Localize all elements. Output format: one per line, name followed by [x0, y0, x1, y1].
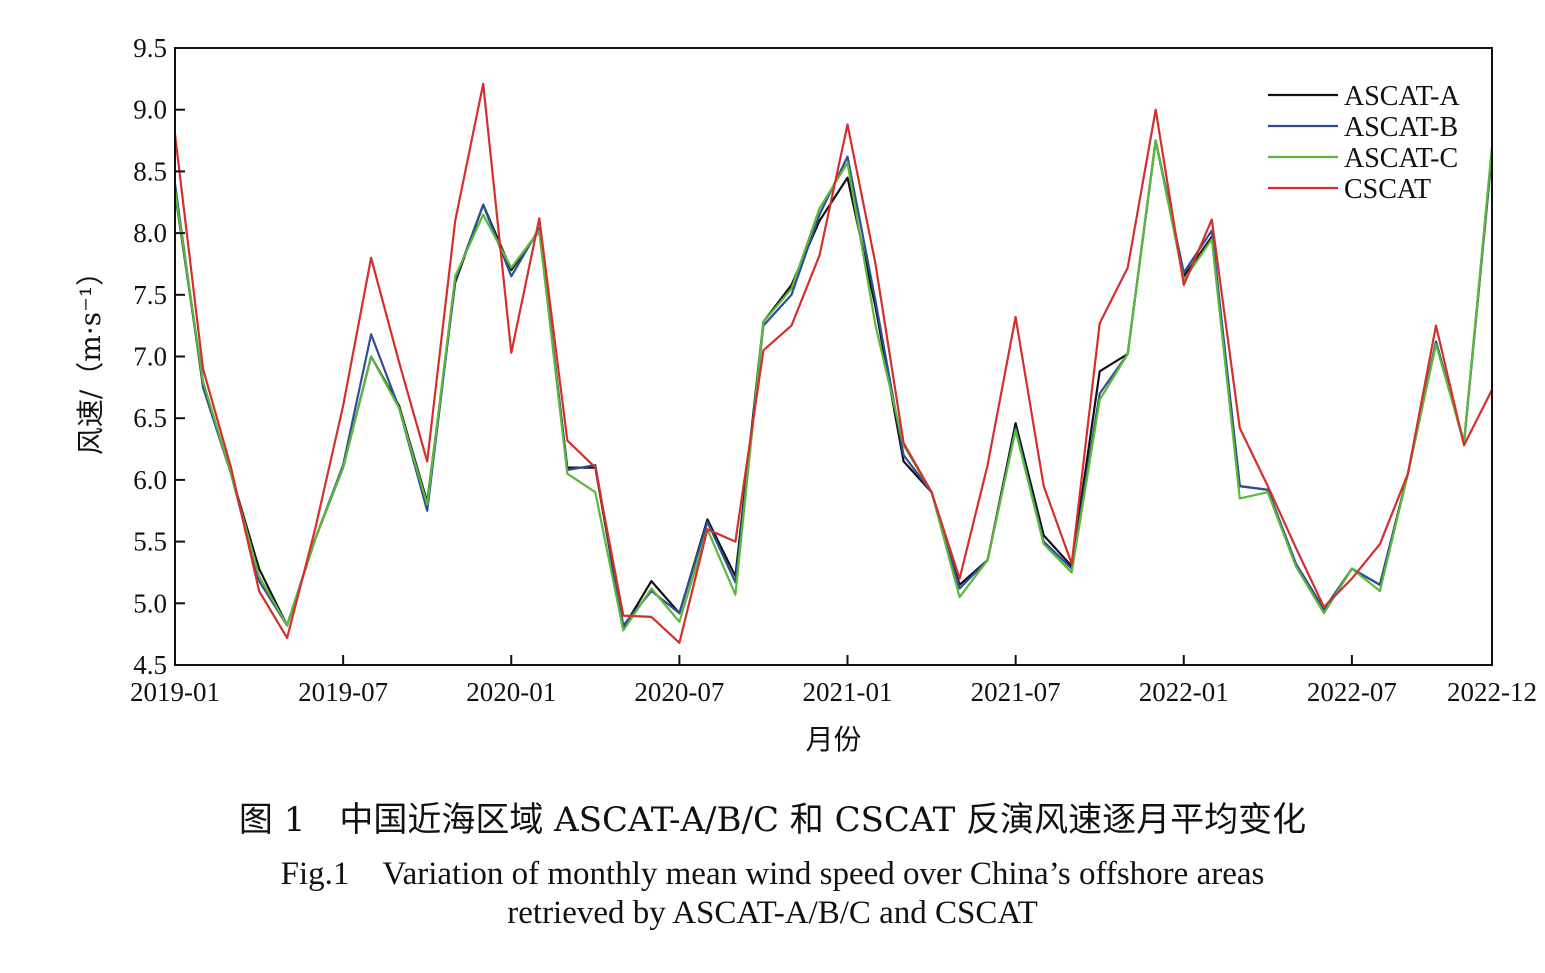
y-tick-label: 7.0	[133, 342, 167, 372]
y-tick-label: 5.0	[133, 588, 167, 618]
legend-label-ascat-b: ASCAT-B	[1344, 112, 1458, 143]
figure-caption-chinese: 图 1 中国近海区域 ASCAT-A/B/C 和 CSCAT 反演风速逐月平均变…	[238, 800, 1307, 840]
x-tick-label: 2020-07	[634, 677, 724, 707]
series-layer	[173, 82, 1494, 644]
y-tick-label: 5.5	[133, 527, 167, 557]
series-line-ascat-b	[173, 139, 1494, 627]
wind-speed-chart: 4.5 5.0 5.5 6.0 6.5 7.0 7.5 8.0 8.5 9.0 9.5 2019-0…	[74, 33, 1537, 756]
y-tick-label: 9.5	[133, 33, 167, 63]
x-tick-label: 2022-12	[1447, 677, 1537, 707]
x-tick-label: 2022-01	[1139, 677, 1229, 707]
legend-label-ascat-a: ASCAT-A	[1344, 81, 1460, 112]
x-tick-label: 2021-07	[971, 677, 1061, 707]
x-tick-label: 2020-01	[466, 677, 556, 707]
y-tick-label: 7.5	[133, 280, 167, 310]
y-tick-label: 6.5	[133, 403, 167, 433]
y-tick-label: 8.5	[133, 156, 167, 186]
figure-caption-english-line2: retrieved by ASCAT-A/B/C and CSCAT	[507, 895, 1038, 931]
x-tick-label: 2022-07	[1307, 677, 1397, 707]
legend-label-cscat: CSCAT	[1344, 174, 1431, 205]
x-tick-label: 2019-07	[298, 677, 388, 707]
legend-label-ascat-c: ASCAT-C	[1344, 143, 1458, 174]
x-tick-label: 2019-01	[130, 677, 220, 707]
y-tick-label: 4.5	[133, 650, 167, 680]
series-line-cscat	[173, 82, 1493, 644]
y-tick-label: 6.0	[133, 465, 167, 495]
figure-caption-english-line1: Fig.1 Variation of monthly mean wind spe…	[280, 856, 1265, 892]
x-tick-label: 2021-01	[803, 677, 893, 707]
plot-frame	[174, 47, 1493, 666]
y-axis: 4.5 5.0 5.5 6.0 6.5 7.0 7.5 8.0 8.5 9.0 9.5	[133, 33, 185, 680]
x-axis: 2019-01 2019-07 2020-01 2020-07 2021-01 2021-…	[130, 655, 1537, 707]
y-axis-title: 风速/（m·s⁻¹）	[74, 258, 107, 455]
y-tick-label: 9.0	[133, 95, 167, 125]
x-axis-title: 月份	[805, 723, 861, 756]
y-tick-label: 8.0	[133, 218, 167, 248]
series-line-ascat-a	[173, 139, 1494, 630]
